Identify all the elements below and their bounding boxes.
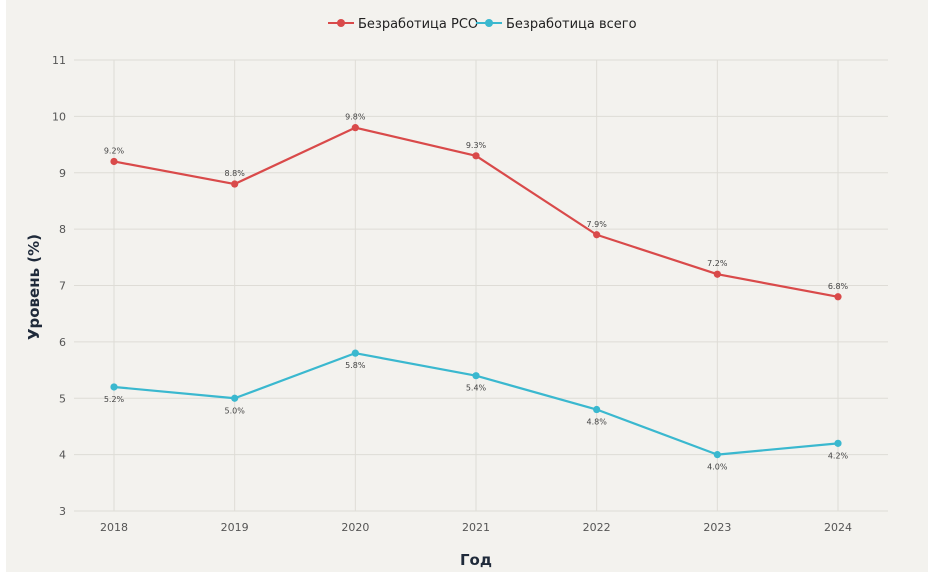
data-point[interactable]	[713, 270, 721, 278]
data-point[interactable]	[834, 293, 842, 301]
y-tick-label-3: 3	[59, 505, 66, 518]
y-tick-label-7: 7	[59, 280, 66, 293]
y-axis-ticks: 3 4 5 6 7 8 9 10 11	[52, 54, 66, 518]
y-tick-label-6: 6	[59, 336, 66, 349]
grid	[74, 59, 888, 512]
data-label: 4.8%	[587, 418, 608, 427]
line-chart: Безработица РСО Безработица всего 3 4 5 6 7 8…	[25, 17, 888, 569]
data-label: 9.2%	[104, 146, 125, 155]
legend-label-rso: Безработица РСО	[358, 17, 478, 32]
legend: Безработица РСО Безработица всего	[328, 17, 637, 32]
data-label: 6.8%	[828, 282, 849, 291]
data-label: 7.2%	[707, 259, 728, 268]
data-point[interactable]	[110, 157, 118, 166]
data-label: 7.9%	[587, 220, 608, 229]
y-tick-label-8: 8	[59, 223, 66, 236]
y-tick-label-5: 5	[59, 392, 66, 405]
x-tick-label-2018: 2018	[100, 521, 128, 534]
x-axis-title: Год	[460, 551, 492, 569]
y-tick-label-9: 9	[59, 167, 66, 180]
x-axis-ticks: 2018 2019 2020 2021 2022 2023 2024	[100, 521, 852, 534]
x-tick-label-2019: 2019	[221, 521, 249, 534]
y-axis-title: Уровень (%)	[25, 234, 43, 340]
data-label: 5.4%	[466, 384, 487, 393]
data-label: 5.8%	[345, 361, 366, 370]
x-tick-label-2022: 2022	[583, 521, 611, 534]
legend-label-total: Безработица всего	[506, 17, 637, 32]
y-tick-label-4: 4	[59, 449, 66, 462]
data-point[interactable]	[593, 405, 601, 414]
chart-panel: Безработица РСО Безработица всего 3 4 5 6 7 8…	[6, 0, 928, 572]
legend-marker-total	[485, 19, 493, 27]
data-point[interactable]	[351, 124, 359, 132]
x-tick-label-2020: 2020	[341, 521, 369, 534]
data-label: 4.2%	[828, 451, 849, 460]
data-label: 5.0%	[225, 406, 246, 415]
data-point[interactable]	[834, 439, 842, 447]
x-tick-label-2024: 2024	[824, 521, 852, 534]
x-tick-label-2021: 2021	[462, 521, 490, 534]
y-tick-label-10: 10	[52, 110, 66, 123]
data-point[interactable]	[231, 180, 239, 188]
data-label: 9.8%	[345, 113, 366, 122]
series-layer: 9.2% 8.8% 9.8% 9.3% 7.9% 7.2% 6.8% 5.2% 5.0% 5.8%…	[104, 113, 849, 472]
legend-item-total[interactable]: Безработица всего	[476, 17, 637, 32]
legend-item-rso[interactable]: Безработица РСО	[328, 17, 478, 32]
data-point[interactable]	[593, 231, 601, 239]
series-0: 9.2% 8.8% 9.8% 9.3% 7.9% 7.2% 6.8%	[104, 113, 849, 301]
data-point[interactable]	[231, 394, 239, 402]
data-label: 5.2%	[104, 395, 125, 404]
data-point[interactable]	[351, 349, 359, 357]
y-tick-label-11: 11	[52, 54, 66, 67]
data-point[interactable]	[713, 451, 721, 459]
data-point[interactable]	[472, 372, 480, 380]
x-tick-label-2023: 2023	[703, 521, 731, 534]
data-label: 9.3%	[466, 141, 487, 150]
data-label: 4.0%	[707, 463, 728, 472]
data-point[interactable]	[110, 383, 118, 391]
legend-marker-rso	[337, 19, 345, 27]
data-point[interactable]	[472, 152, 480, 160]
data-label: 8.8%	[225, 169, 246, 178]
series-1: 5.2% 5.0% 5.8% 5.4% 4.8% 4.0% 4.2%	[104, 349, 849, 472]
